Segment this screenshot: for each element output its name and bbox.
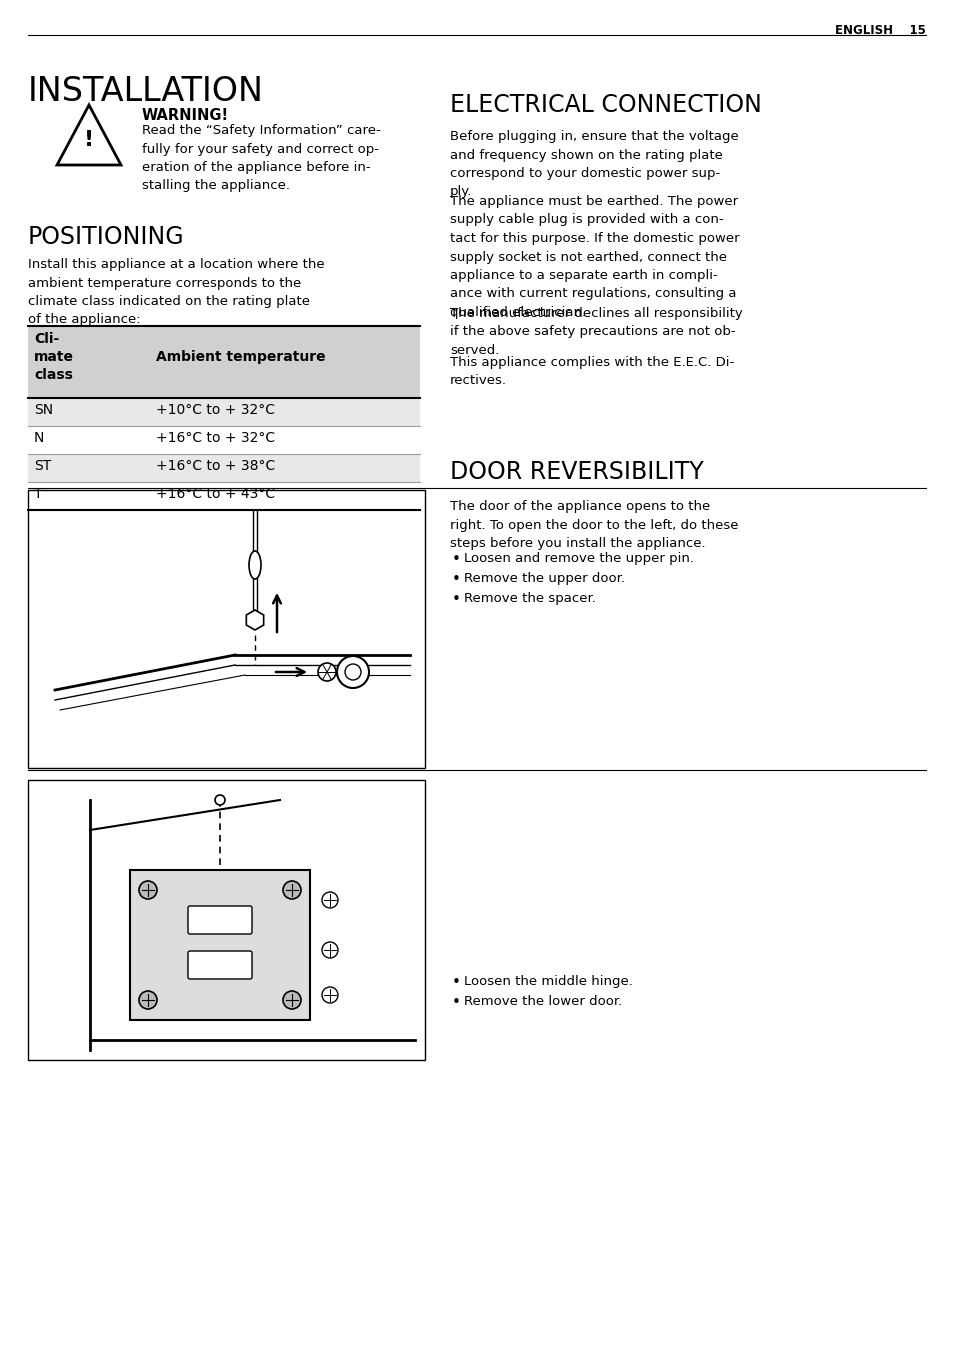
FancyBboxPatch shape bbox=[130, 869, 310, 1019]
FancyBboxPatch shape bbox=[28, 780, 424, 1060]
Circle shape bbox=[322, 942, 337, 959]
FancyBboxPatch shape bbox=[28, 454, 419, 483]
Text: The appliance must be earthed. The power
supply cable plug is provided with a co: The appliance must be earthed. The power… bbox=[450, 195, 739, 319]
Text: N: N bbox=[34, 431, 45, 445]
Circle shape bbox=[317, 662, 335, 681]
FancyBboxPatch shape bbox=[188, 906, 252, 934]
Text: •: • bbox=[452, 592, 460, 607]
FancyBboxPatch shape bbox=[188, 950, 252, 979]
FancyBboxPatch shape bbox=[28, 397, 419, 426]
FancyBboxPatch shape bbox=[28, 426, 419, 454]
Text: INSTALLATION: INSTALLATION bbox=[28, 74, 264, 108]
Text: !: ! bbox=[84, 130, 94, 150]
FancyBboxPatch shape bbox=[28, 326, 419, 397]
Text: ENGLISH    15: ENGLISH 15 bbox=[834, 24, 925, 37]
Circle shape bbox=[283, 991, 301, 1009]
Text: •: • bbox=[452, 572, 460, 587]
Text: +16°C to + 43°C: +16°C to + 43°C bbox=[156, 487, 274, 502]
Circle shape bbox=[345, 664, 360, 680]
Text: +16°C to + 38°C: +16°C to + 38°C bbox=[156, 458, 275, 473]
Text: Loosen the middle hinge.: Loosen the middle hinge. bbox=[463, 975, 632, 988]
Circle shape bbox=[322, 892, 337, 909]
Text: Cli-
mate
class: Cli- mate class bbox=[34, 333, 74, 381]
Text: Install this appliance at a location where the
ambient temperature corresponds t: Install this appliance at a location whe… bbox=[28, 258, 324, 326]
Text: Remove the upper door.: Remove the upper door. bbox=[463, 572, 624, 585]
Text: T: T bbox=[34, 487, 43, 502]
FancyBboxPatch shape bbox=[28, 489, 424, 768]
Text: Remove the lower door.: Remove the lower door. bbox=[463, 995, 621, 1009]
Text: WARNING!: WARNING! bbox=[142, 108, 229, 123]
Text: •: • bbox=[452, 975, 460, 990]
Circle shape bbox=[336, 656, 369, 688]
Text: Read the “Safety Information” care-
fully for your safety and correct op-
eratio: Read the “Safety Information” care- full… bbox=[142, 124, 380, 192]
Text: DOOR REVERSIBILITY: DOOR REVERSIBILITY bbox=[450, 460, 703, 484]
Ellipse shape bbox=[249, 552, 261, 579]
Text: POSITIONING: POSITIONING bbox=[28, 224, 185, 249]
Text: ELECTRICAL CONNECTION: ELECTRICAL CONNECTION bbox=[450, 93, 761, 118]
Circle shape bbox=[322, 987, 337, 1003]
Text: SN: SN bbox=[34, 403, 53, 416]
Text: +16°C to + 32°C: +16°C to + 32°C bbox=[156, 431, 274, 445]
Text: •: • bbox=[452, 552, 460, 566]
FancyBboxPatch shape bbox=[28, 483, 419, 510]
Text: Ambient temperature: Ambient temperature bbox=[156, 350, 325, 364]
Circle shape bbox=[139, 882, 157, 899]
Text: The manufacturer declines all responsibility
if the above safety precautions are: The manufacturer declines all responsibi… bbox=[450, 307, 742, 357]
Text: Remove the spacer.: Remove the spacer. bbox=[463, 592, 596, 604]
Text: +10°C to + 32°C: +10°C to + 32°C bbox=[156, 403, 274, 416]
Text: ST: ST bbox=[34, 458, 51, 473]
Circle shape bbox=[139, 991, 157, 1009]
Text: Before plugging in, ensure that the voltage
and frequency shown on the rating pl: Before plugging in, ensure that the volt… bbox=[450, 130, 738, 199]
Text: The door of the appliance opens to the
right. To open the door to the left, do t: The door of the appliance opens to the r… bbox=[450, 500, 738, 550]
Text: Loosen and remove the upper pin.: Loosen and remove the upper pin. bbox=[463, 552, 693, 565]
Text: •: • bbox=[452, 995, 460, 1010]
Circle shape bbox=[214, 795, 225, 804]
Circle shape bbox=[283, 882, 301, 899]
Text: This appliance complies with the E.E.C. Di-
rectives.: This appliance complies with the E.E.C. … bbox=[450, 356, 734, 388]
